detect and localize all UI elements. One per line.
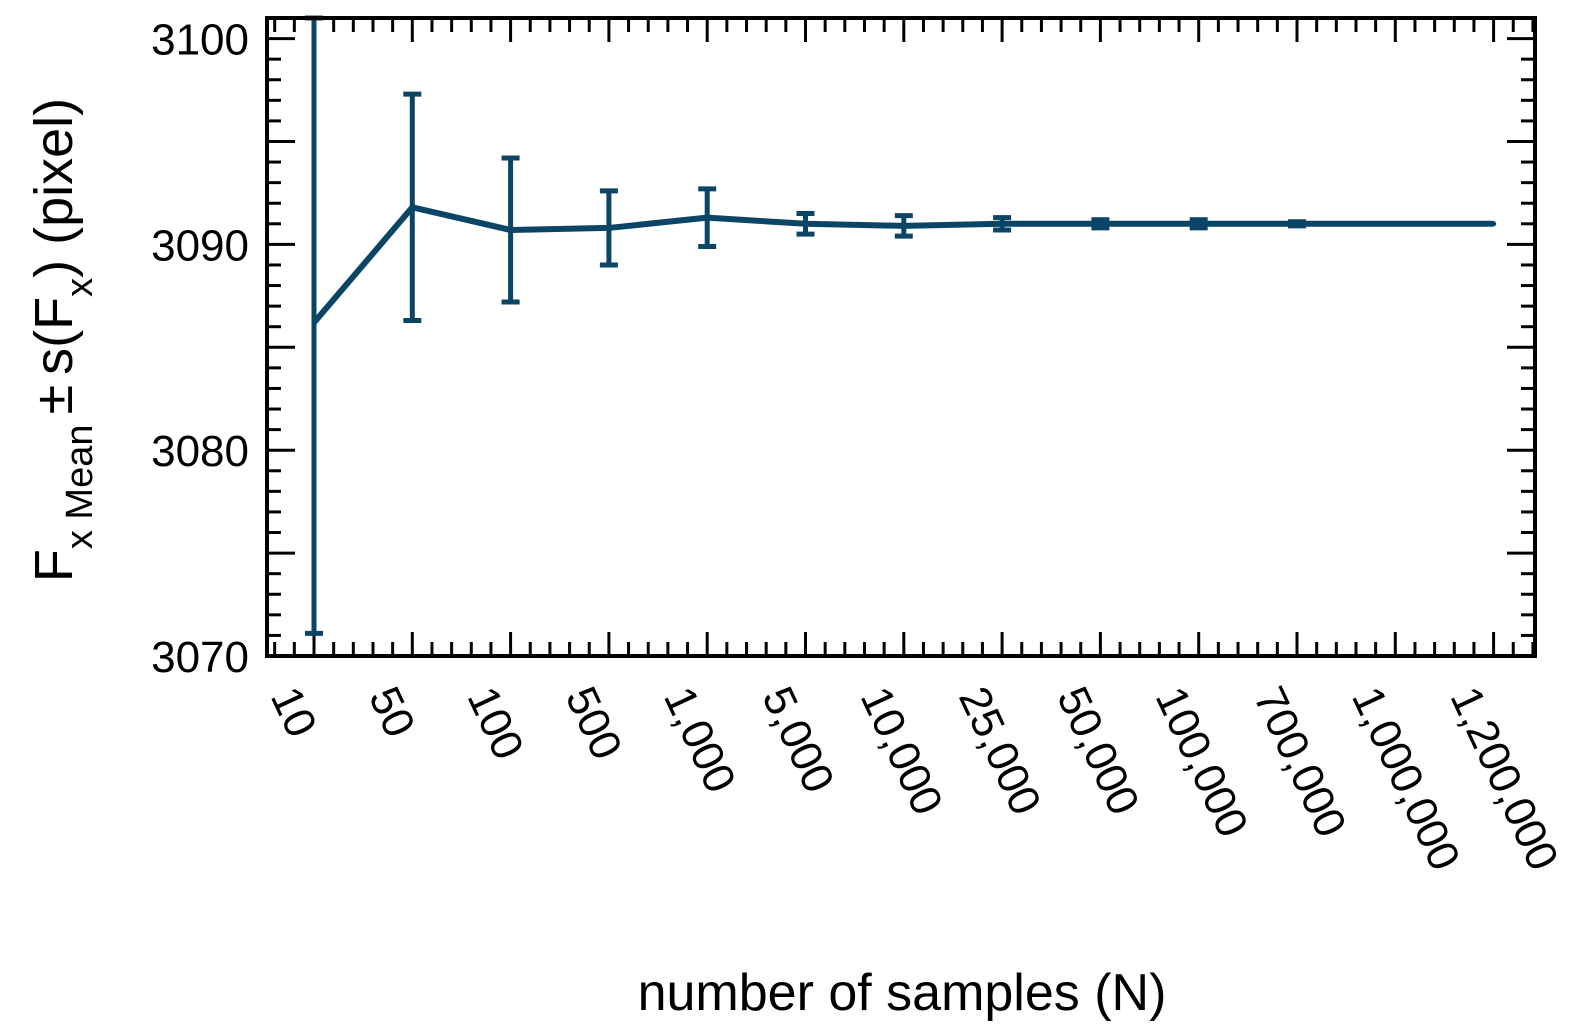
y-axis-title-s: s(F (24, 297, 84, 375)
y-tick-label: 3100 (151, 16, 249, 65)
data-point (508, 227, 514, 233)
x-tick-label: 10,000 (851, 680, 952, 823)
x-tick-label: 10 (261, 680, 326, 745)
y-axis-title-plus-minus: ± (24, 385, 84, 415)
y-axis-title-main: F (24, 549, 84, 582)
plot-frame (265, 16, 1537, 658)
data-point (1097, 221, 1103, 227)
y-axis-title-subscript-2: x (59, 278, 101, 297)
y-tick-labels: 3070 3080 3090 3100 (151, 16, 249, 682)
y-axis-title-subscript-1: x Mean (59, 425, 101, 550)
axis-ticks (267, 16, 1535, 658)
svg-text:Fx Mean±s(Fx) (pixel): Fx Mean ± s(Fx) (pixel) (24, 98, 101, 582)
data-point (999, 221, 1005, 227)
x-tick-labels: 10 50 100 500 1,000 5,000 10,00025,00050,00010… (261, 680, 1568, 878)
data-point (1294, 221, 1300, 227)
series-line-layer (311, 204, 1497, 326)
data-point (1196, 221, 1202, 227)
y-axis-title-tail: ) (pixel) (24, 98, 84, 278)
data-point (409, 204, 415, 210)
error-bars (305, 15, 1306, 636)
x-tick-label: 50,000 (1047, 680, 1148, 823)
data-point (901, 223, 907, 229)
data-point (803, 221, 808, 227)
data-point (704, 215, 710, 221)
y-tick-label: 3070 (151, 633, 249, 682)
y-tick-label: 3090 (151, 221, 249, 270)
x-tick-label: 50 (359, 680, 424, 745)
data-point (1392, 221, 1398, 227)
x-tick-label: 25,000 (949, 680, 1050, 823)
y-tick-label: 3080 (151, 427, 249, 476)
x-tick-label: 1,000 (654, 680, 745, 801)
x-tick-label: 100 (458, 680, 533, 767)
data-point (311, 320, 317, 326)
data-point (606, 225, 612, 231)
y-axis-title: Fx Mean ± s(Fx) (pixel) (24, 98, 101, 582)
x-tick-label: 5,000 (752, 680, 843, 801)
x-tick-label: 700,000 (1244, 680, 1356, 845)
x-axis-title: number of samples (N) (638, 964, 1167, 1022)
data-point (1491, 221, 1497, 227)
x-tick-label: 100,000 (1146, 680, 1258, 845)
error-bar (305, 15, 323, 636)
x-tick-label: 500 (556, 680, 631, 767)
